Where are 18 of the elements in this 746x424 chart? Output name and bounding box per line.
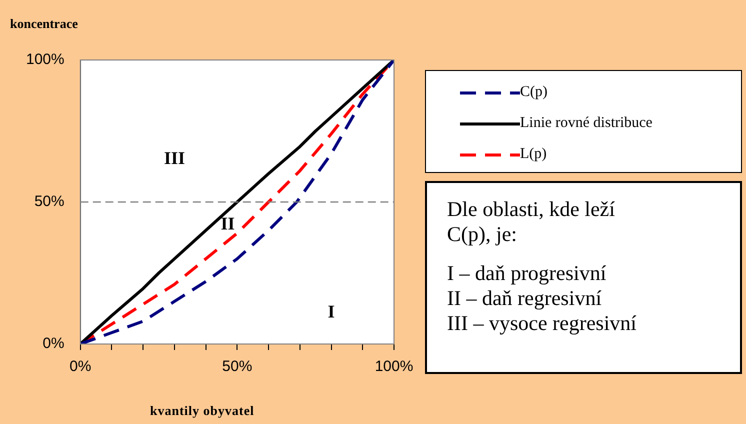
y-tick-label: 0% [42,335,64,352]
annotation: I [328,301,335,322]
y-tick-label: 50% [34,193,64,210]
legend-label: L(p) [520,146,547,163]
x-tick-label: 50% [222,358,252,376]
x-tick-label: 100% [374,358,414,376]
annotation: III [164,148,185,168]
y-axis-title: koncentrace [10,16,78,32]
text: I – daň progresivní [447,261,608,286]
legend-label: Linie rovné distribuce [520,115,652,132]
text: Dle oblasti, kde leží C(p), je: [447,197,616,247]
annotation: II [220,213,235,234]
text: III – vysoce regresivní [447,311,638,336]
y-tick-label: 100% [26,51,64,68]
text: II – daň regresivní [447,286,603,311]
x-tick-label: 0% [70,358,92,376]
x-axis-title: kvantily obyvatel [150,403,254,419]
legend-label: C(p) [520,84,548,101]
